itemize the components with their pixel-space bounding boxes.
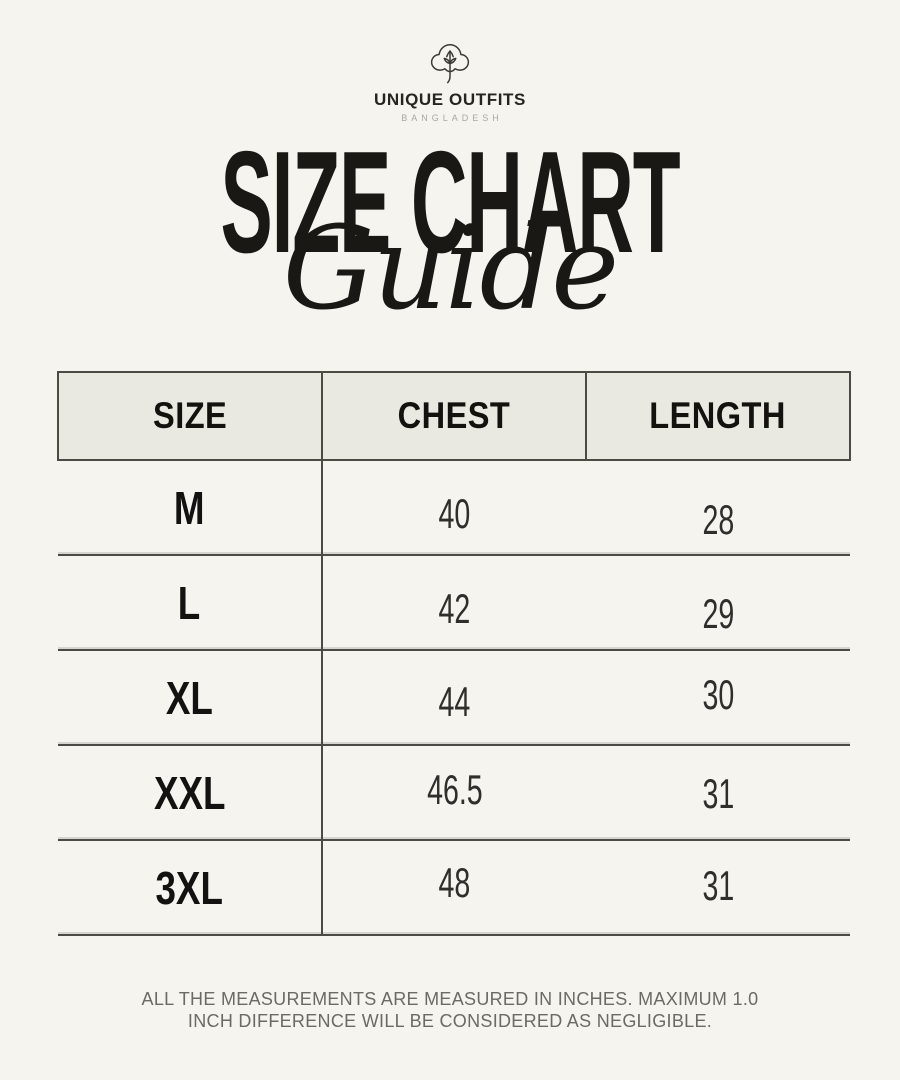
measurement-note-line1: ALL THE MEASUREMENTS ARE MEASURED IN INC… bbox=[141, 989, 759, 1009]
length-cell: 31 bbox=[586, 745, 850, 841]
page-title: SIZE CHART bbox=[220, 121, 680, 283]
brand-header: UNIQUE OUTFITS BANGLADESH bbox=[0, 41, 900, 123]
length-cell: 31 bbox=[586, 840, 850, 936]
chest-cell: 40 bbox=[322, 460, 586, 556]
table-row: XL 44 30 bbox=[58, 650, 850, 746]
measurement-note: ALL THE MEASUREMENTS ARE MEASURED IN INC… bbox=[0, 988, 900, 1032]
size-cell: 3XL bbox=[58, 840, 323, 936]
size-cell: XXL bbox=[58, 745, 323, 841]
size-cell: L bbox=[58, 555, 323, 651]
table-row: L 42 29 bbox=[58, 555, 850, 651]
length-cell: 30 bbox=[586, 650, 850, 746]
chest-cell: 44 bbox=[322, 650, 586, 746]
table-row: XXL 46.5 31 bbox=[58, 745, 850, 841]
size-table: SIZE CHEST LENGTH M 40 28 L 42 29 XL 44 … bbox=[57, 371, 851, 936]
chest-cell: 42 bbox=[322, 555, 586, 651]
brand-name: UNIQUE OUTFITS bbox=[374, 90, 526, 109]
page-title-script: Guide bbox=[282, 202, 619, 336]
size-column-header: SIZE bbox=[57, 371, 323, 461]
table-row: M 40 28 bbox=[58, 460, 850, 556]
size-cell: M bbox=[58, 460, 323, 556]
table-header-row: SIZE CHEST LENGTH bbox=[57, 371, 851, 461]
chest-cell: 46.5 bbox=[322, 745, 586, 841]
brand-subtitle: BANGLADESH bbox=[401, 113, 503, 123]
chest-cell: 48 bbox=[322, 840, 586, 936]
length-cell: 29 bbox=[586, 555, 850, 651]
chest-column-header: CHEST bbox=[321, 371, 587, 461]
size-cell: XL bbox=[58, 650, 323, 746]
measurement-note-line2: INCH DIFFERENCE WILL BE CONSIDERED AS NE… bbox=[187, 1011, 713, 1031]
cotton-flower-icon bbox=[430, 44, 470, 84]
length-cell: 28 bbox=[586, 460, 850, 556]
table-row: 3XL 48 31 bbox=[58, 840, 850, 936]
length-column-header: LENGTH bbox=[585, 371, 851, 461]
